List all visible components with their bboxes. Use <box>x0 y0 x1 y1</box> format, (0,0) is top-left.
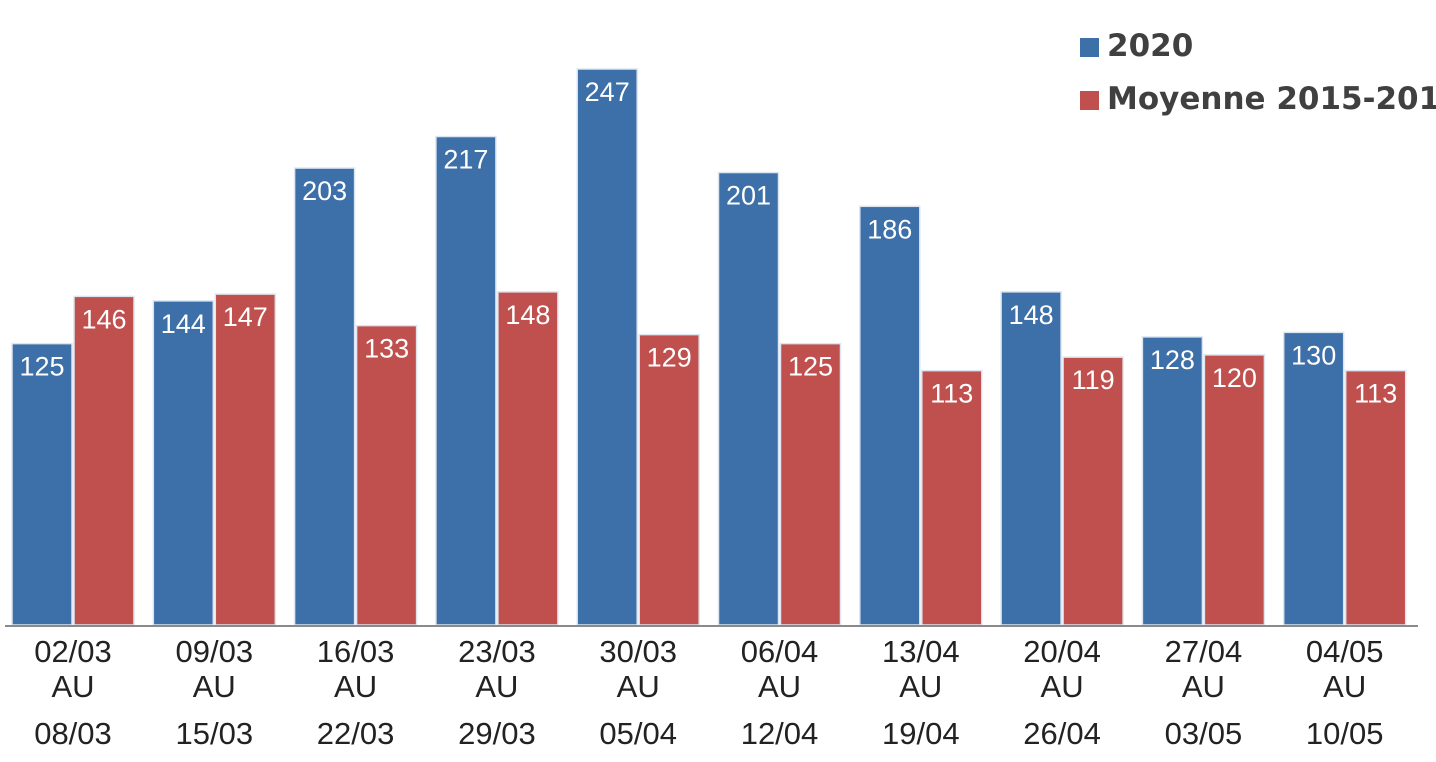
legend-label-0: 2020 <box>1107 28 1193 64</box>
x-tick-label: 06/04 <box>741 634 819 669</box>
data-label: 144 <box>161 309 206 339</box>
data-label: 128 <box>1150 345 1195 375</box>
x-tick-label: 23/03 <box>458 634 536 669</box>
bar-2020-7 <box>1000 291 1062 626</box>
bar-moyenne-8 <box>1203 354 1266 626</box>
bar-2020-6 <box>859 205 921 626</box>
x-tick-label: AU <box>758 669 801 704</box>
data-label: 129 <box>647 343 692 373</box>
bar-moyenne-1 <box>214 293 277 626</box>
x-tick-label: AU <box>1041 669 1084 704</box>
data-label: 113 <box>930 379 973 409</box>
x-tick-label: AU <box>1182 669 1225 704</box>
bar-2020-1 <box>152 300 215 626</box>
bar-moyenne-7 <box>1062 356 1124 626</box>
bar-moyenne-4 <box>638 333 700 626</box>
x-tick-label: AU <box>899 669 942 704</box>
data-label: 186 <box>867 214 912 244</box>
x-tick-label: 02/03 <box>34 634 112 669</box>
data-label: 130 <box>1291 340 1336 370</box>
data-label: 133 <box>364 334 409 364</box>
data-label: 148 <box>1009 300 1054 330</box>
bar-moyenne-9 <box>1344 369 1407 626</box>
x-tick-label: 16/03 <box>317 634 395 669</box>
data-label: 120 <box>1212 363 1257 393</box>
bar-moyenne-5 <box>779 342 842 626</box>
data-label: 201 <box>726 181 771 211</box>
x-tick-label: 26/04 <box>1023 716 1101 751</box>
bar-moyenne-3 <box>497 291 559 626</box>
x-tick-label: 29/03 <box>458 716 536 751</box>
x-tick-label: AU <box>51 669 94 704</box>
legend-swatch-0 <box>1080 38 1099 57</box>
legend-swatch-1 <box>1080 91 1099 110</box>
x-tick-label: 10/05 <box>1306 716 1384 751</box>
data-label: 148 <box>505 300 550 330</box>
data-label: 125 <box>19 352 64 382</box>
x-tick-label: 15/03 <box>176 716 254 751</box>
data-label: 119 <box>1072 365 1115 395</box>
legend-label-1: Moyenne 2015-2019 <box>1107 81 1436 117</box>
bar-2020-2 <box>293 167 356 626</box>
data-label: 147 <box>223 302 268 332</box>
x-tick-label: AU <box>475 669 518 704</box>
x-tick-label: 08/03 <box>34 716 112 751</box>
x-tick-label: 04/05 <box>1306 634 1384 669</box>
x-tick-label: 27/04 <box>1165 634 1243 669</box>
bar-2020-8 <box>1141 336 1204 626</box>
x-tick-label: 12/04 <box>741 716 819 751</box>
data-label: 113 <box>1354 379 1397 409</box>
x-tick-label: 09/03 <box>176 634 254 669</box>
x-tick-label: 13/04 <box>882 634 960 669</box>
bar-moyenne-0 <box>73 295 135 626</box>
x-tick-label: 22/03 <box>317 716 395 751</box>
data-label: 203 <box>302 176 347 206</box>
bar-moyenne-6 <box>921 369 983 626</box>
bar-2020-5 <box>717 171 780 626</box>
bar-2020-0 <box>11 342 73 626</box>
bar-moyenne-2 <box>355 324 418 626</box>
bar-2020-9 <box>1282 331 1345 626</box>
x-tick-label: AU <box>193 669 236 704</box>
x-tick-label: AU <box>617 669 660 704</box>
data-label: 217 <box>443 145 488 175</box>
bar-2020-4 <box>576 68 638 626</box>
bar-2020-3 <box>435 135 497 626</box>
x-tick-label: 19/04 <box>882 716 960 751</box>
data-label: 146 <box>81 304 126 334</box>
x-tick-label: 03/05 <box>1165 716 1243 751</box>
data-label: 247 <box>585 77 630 107</box>
x-tick-label: 05/04 <box>599 716 677 751</box>
x-tick-label: 20/04 <box>1023 634 1101 669</box>
x-tick-label: AU <box>334 669 377 704</box>
data-label: 125 <box>788 352 833 382</box>
x-tick-label: 30/03 <box>599 634 677 669</box>
x-tick-label: AU <box>1323 669 1366 704</box>
